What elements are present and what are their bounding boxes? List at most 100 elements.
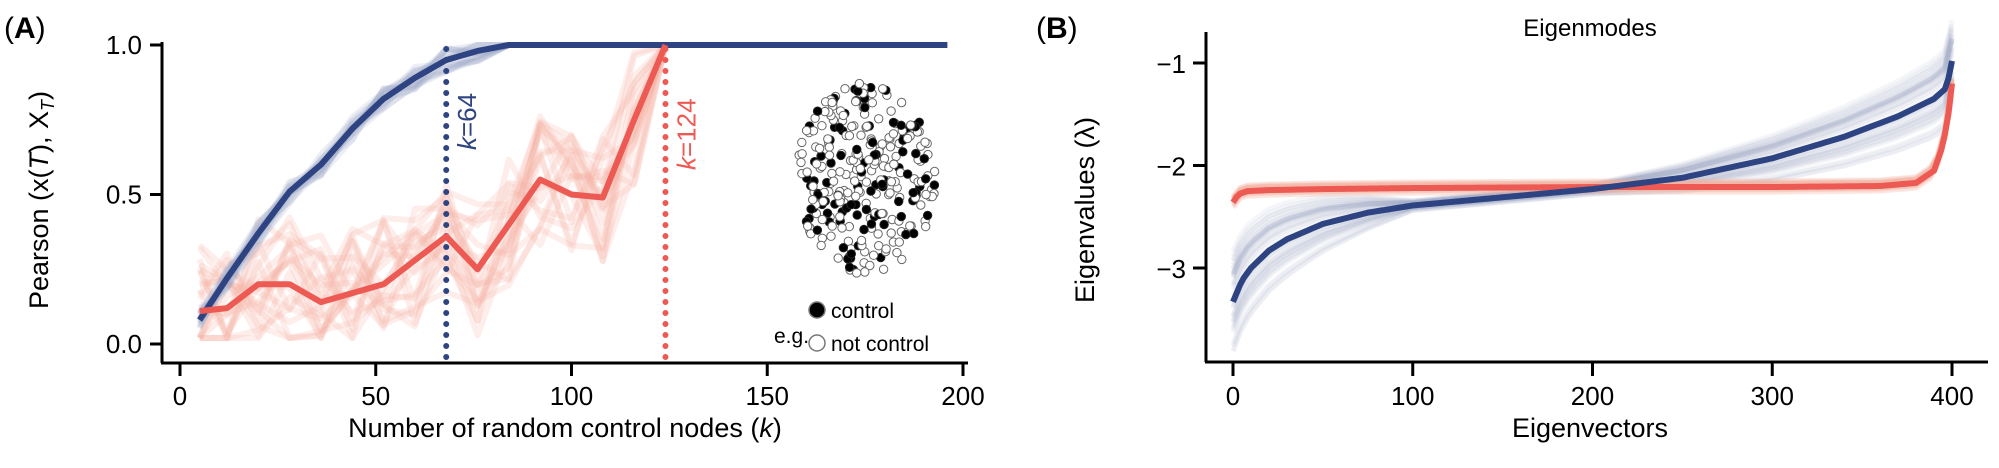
red-run-line (1231, 79, 1955, 201)
panel-b-x-ticks: 0 100 200 300 400 (1226, 362, 1974, 411)
red-run-line (197, 42, 697, 342)
non-control-node (889, 159, 899, 170)
x-tick-label: 100 (1391, 381, 1434, 411)
panel-b-label: (B) (1036, 12, 1078, 45)
non-control-node (808, 181, 818, 192)
non-control-node (885, 142, 896, 152)
control-node (902, 169, 913, 179)
non-control-node (856, 130, 866, 140)
threshold-label-blue: k=64 (452, 93, 482, 150)
non-control-node (827, 221, 837, 231)
non-control-node (894, 237, 904, 247)
non-control-node (835, 212, 845, 222)
control-node (861, 204, 872, 215)
control-node (859, 224, 869, 235)
panel-b-y-ticks: −1 −2 −3 (1156, 49, 1206, 284)
panel-a-x-ticks: 0 50 100 150 200 (173, 363, 985, 411)
legend-not-control-marker (808, 334, 826, 352)
non-control-node (881, 244, 891, 254)
x-tick-label: 0 (1226, 381, 1240, 411)
blue-run-line (1230, 50, 1955, 291)
control-node (896, 211, 906, 222)
non-control-node (833, 191, 843, 201)
red-run-line (199, 42, 697, 342)
non-control-node (824, 142, 834, 152)
non-control-node (801, 125, 812, 136)
red-run-line (199, 42, 697, 326)
non-control-node (851, 96, 861, 107)
control-node (896, 120, 906, 131)
panel-a-y-axis-label: Pearson (x(T), XT) (24, 91, 58, 309)
non-control-node (818, 196, 828, 207)
control-node (846, 249, 856, 259)
non-control-node (816, 240, 826, 251)
panel-b: (B) Eigenmodes −1 −2 −3 0 100 200 300 400 Eige… (1036, 12, 1988, 443)
non-control-node (877, 139, 887, 149)
red-run-line (197, 42, 697, 338)
non-control-node (856, 235, 867, 246)
non-control-node (892, 247, 902, 258)
panel-b-title: Eigenmodes (1523, 15, 1656, 42)
y-tick-label: 1.0 (106, 30, 142, 60)
panel-b-series (1230, 60, 1955, 303)
non-control-node (885, 188, 895, 198)
x-tick-label: 150 (746, 381, 789, 411)
y-tick-label: −2 (1156, 152, 1186, 182)
brain-node-map (794, 78, 940, 278)
panel-a-thresholds: k=64 k=124 (443, 46, 701, 365)
non-control-node (897, 254, 907, 265)
threshold-label-red: k=124 (671, 98, 701, 170)
non-control-node (817, 121, 827, 131)
non-control-node (902, 133, 913, 144)
non-control-node (854, 78, 865, 89)
control-node (909, 228, 919, 239)
non-control-node (827, 97, 837, 108)
control-node (826, 158, 836, 168)
non-control-node (838, 110, 848, 121)
control-node (901, 229, 911, 240)
non-control-node (888, 129, 899, 139)
control-node (879, 219, 889, 230)
y-tick-label: −1 (1156, 49, 1186, 79)
non-control-node (843, 188, 853, 198)
non-control-node (921, 189, 931, 200)
x-tick-label: 50 (361, 381, 390, 411)
control-node (908, 188, 918, 198)
non-control-node (873, 229, 883, 239)
panel-a-y-ticks: 0.0 0.5 1.0 (106, 30, 162, 359)
legend-prefix: e.g., (774, 325, 815, 348)
control-node (921, 174, 931, 184)
control-node (822, 208, 833, 218)
control-node (852, 144, 862, 155)
y-tick-label: −3 (1156, 254, 1186, 284)
red-run-line (197, 42, 697, 305)
non-control-node (802, 167, 812, 177)
non-control-node (877, 208, 887, 219)
control-node (922, 210, 933, 221)
non-control-node (797, 149, 807, 159)
control-node (812, 106, 823, 116)
red-run-line (1231, 77, 1955, 199)
non-control-node (886, 106, 896, 116)
control-node (816, 151, 826, 161)
panel-a-series (197, 42, 948, 322)
legend-control-label: control (831, 300, 894, 323)
control-node (866, 186, 876, 196)
non-control-node (844, 131, 855, 141)
non-control-node (921, 221, 931, 232)
control-node (812, 225, 823, 235)
non-control-node (864, 155, 874, 165)
x-tick-label: 200 (1571, 381, 1614, 411)
non-control-node (851, 191, 861, 202)
non-control-node (837, 223, 847, 233)
non-control-node (855, 163, 865, 174)
red-run-line (1231, 79, 1955, 201)
non-control-node (906, 120, 916, 130)
non-control-node (874, 114, 884, 124)
non-control-node (886, 228, 896, 238)
red-run-line (197, 42, 697, 323)
non-control-node (827, 168, 837, 179)
blue-run-line (1230, 95, 1955, 347)
non-control-node (833, 253, 843, 263)
